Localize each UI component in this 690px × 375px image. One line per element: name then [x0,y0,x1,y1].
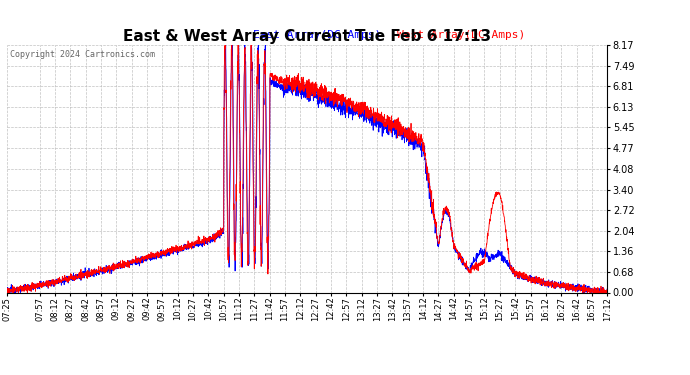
East Array(DC Amps) [233,93,242,98]
East Array(DC Amps) [72,272,80,277]
West Array(DC Amps) [591,286,600,290]
East Array(DC Amps) [603,286,611,291]
West Array(DC Amps) [603,288,611,292]
Text: East Array(DC Amps): East Array(DC Amps) [253,30,382,40]
West Array(DC Amps) [221,43,229,47]
Line: West Array(DC Amps): West Array(DC Amps) [7,45,607,292]
Text: Copyright 2024 Cartronics.com: Copyright 2024 Cartronics.com [10,50,155,59]
Title: East & West Array Current Tue Feb 6 17:13: East & West Array Current Tue Feb 6 17:1… [123,29,491,44]
East Array(DC Amps) [221,43,230,47]
East Array(DC Amps) [527,279,535,284]
West Array(DC Amps) [259,86,268,91]
Line: East Array(DC Amps): East Array(DC Amps) [7,45,607,292]
West Array(DC Amps) [527,281,535,285]
East Array(DC Amps) [259,123,268,128]
West Array(DC Amps) [72,275,80,280]
West Array(DC Amps) [233,59,242,64]
East Array(DC Amps) [591,290,600,295]
East Array(DC Amps) [107,272,115,276]
East Array(DC Amps) [5,290,13,295]
West Array(DC Amps) [107,267,115,271]
East Array(DC Amps) [3,289,11,294]
Text: West Array(DC Amps): West Array(DC Amps) [397,30,525,40]
West Array(DC Amps) [3,288,11,293]
West Array(DC Amps) [3,290,12,295]
